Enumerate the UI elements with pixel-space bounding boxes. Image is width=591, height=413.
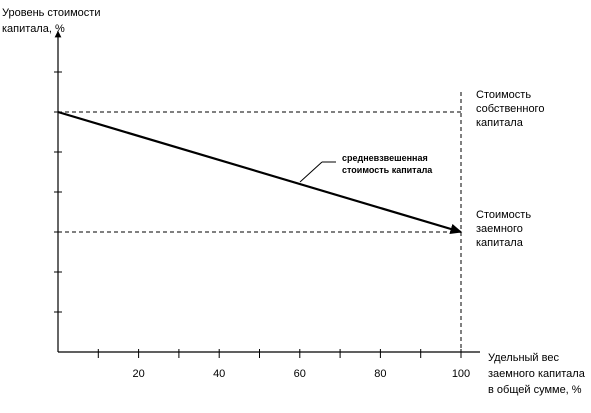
equity-cost-label-line-3: капитала: [476, 117, 524, 129]
y-axis-label-line-2: капитала, %: [2, 23, 65, 35]
debt-cost-label-line-3: капитала: [476, 237, 524, 249]
series-annotation: средневзвешенная стоимость капитала: [342, 153, 433, 175]
x-axis-label-line-2: заемного капитала: [488, 368, 586, 380]
debt-cost-label-line-2: заемного: [476, 223, 523, 235]
equity-cost-label-line-1: Стоимость: [476, 89, 531, 101]
equity-cost-label: Стоимость собственного капитала: [476, 89, 548, 129]
reference-lines: [58, 92, 462, 352]
x-axis-label-line-3: в общей сумме, %: [488, 384, 582, 396]
x-ticks: 20 40 60 80 100: [97, 349, 470, 380]
x-tick-label-2: 60: [294, 368, 306, 380]
series-annotation-line-2: стоимость капитала: [342, 165, 433, 175]
x-axis-label-line-1: Удельный вес: [488, 352, 559, 364]
x-axis-label: Удельный вес заемного капитала в общей с…: [488, 352, 588, 396]
series-annotation-line-1: средневзвешенная: [342, 153, 428, 163]
debt-cost-label: Стоимость заемного капитала: [476, 209, 534, 249]
debt-cost-label-line-1: Стоимость: [476, 209, 531, 221]
series: [57, 110, 463, 235]
y-axis-label-line-1: Уровень стоимости: [2, 7, 100, 19]
y-axis-label: Уровень стоимости капитала, %: [2, 7, 104, 35]
x-tick-label-4: 100: [452, 368, 470, 380]
series-annotation-leader: [299, 161, 323, 183]
equity-cost-label-line-2: собственного: [476, 103, 544, 115]
series-line-0: [57, 110, 463, 235]
x-tick-label-0: 20: [132, 368, 144, 380]
x-tick-label-3: 80: [374, 368, 386, 380]
x-tick-label-1: 40: [213, 368, 225, 380]
